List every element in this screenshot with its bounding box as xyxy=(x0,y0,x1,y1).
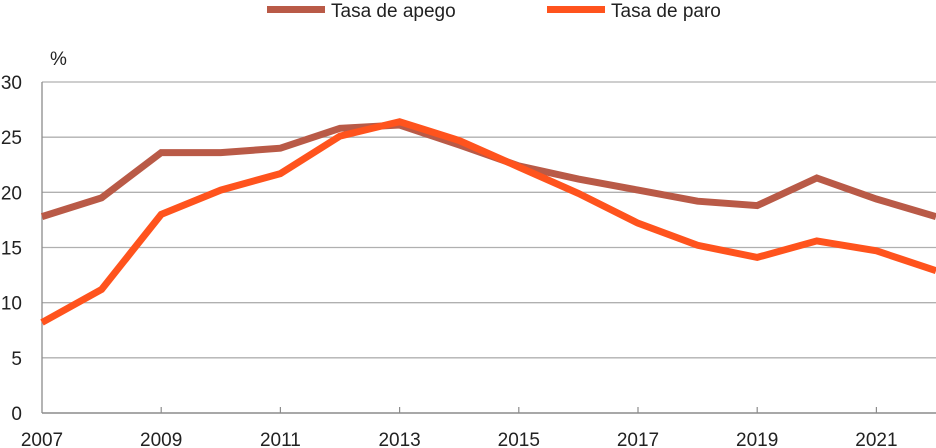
legend-item-apego: Tasa de apego xyxy=(267,1,456,22)
y-axis-unit-label: % xyxy=(50,49,67,70)
chart-legend: Tasa de apego Tasa de paro xyxy=(267,1,721,22)
x-tick-label: 2007 xyxy=(21,430,63,448)
y-tick-label: 15 xyxy=(1,239,22,260)
gridlines xyxy=(42,81,936,359)
x-tick-label: 2017 xyxy=(617,430,659,448)
y-tick-label: 10 xyxy=(1,294,22,315)
y-axis-tick-labels: 0 5 10 15 20 25 30 xyxy=(1,73,22,425)
y-tick-label: 25 xyxy=(1,128,22,149)
legend-item-paro: Tasa de paro xyxy=(547,1,721,22)
legend-swatch-paro xyxy=(547,6,605,13)
x-tick-label: 2019 xyxy=(736,430,778,448)
x-tick-label: 2009 xyxy=(140,430,182,448)
x-tick-label: 2015 xyxy=(498,430,540,448)
x-axis: 2007 2009 2011 2013 2015 2017 2019 2021 xyxy=(21,82,936,448)
y-tick-label: 30 xyxy=(1,73,22,94)
y-tick-label: 0 xyxy=(11,404,22,425)
y-tick-label: 5 xyxy=(11,349,22,370)
y-tick-label: 20 xyxy=(1,183,22,204)
x-tick-label: 2011 xyxy=(260,430,301,448)
x-tick-label: 2013 xyxy=(378,430,420,448)
series-line-apego xyxy=(40,121,936,220)
series-line-paro xyxy=(40,118,936,326)
legend-swatch-apego xyxy=(267,6,325,13)
x-tick-label: 2021 xyxy=(855,430,897,448)
data-series xyxy=(40,118,936,326)
legend-label-apego: Tasa de apego xyxy=(331,1,456,22)
legend-label-paro: Tasa de paro xyxy=(611,1,721,22)
